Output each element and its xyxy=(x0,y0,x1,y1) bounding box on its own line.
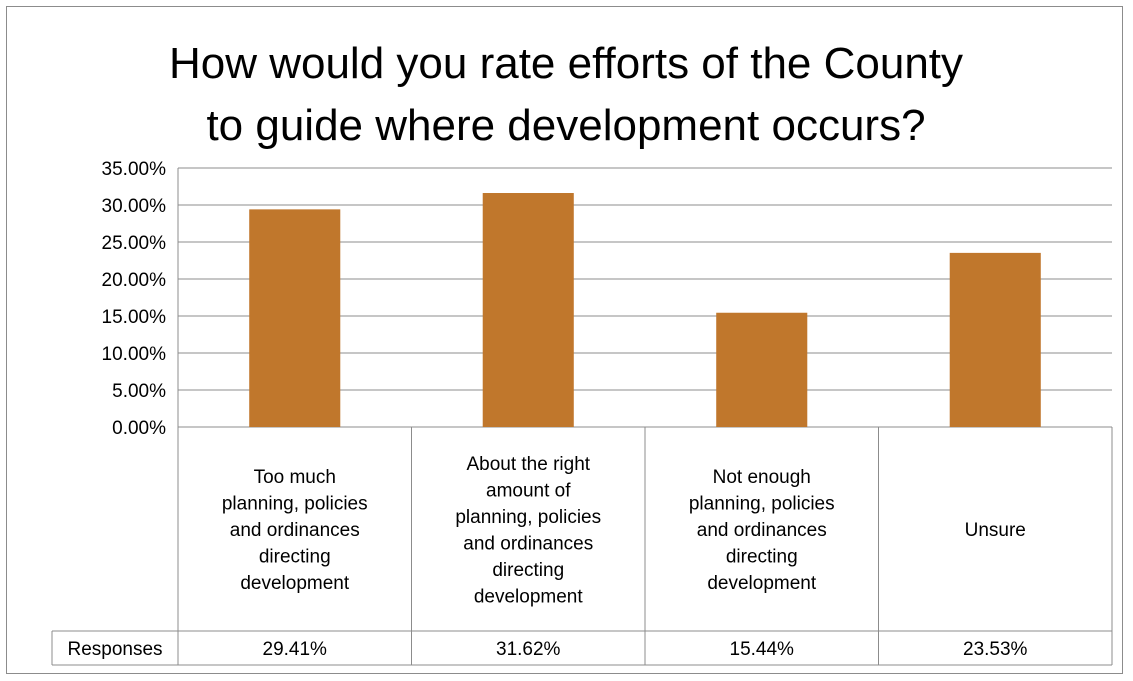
y-tick-label: 10.00% xyxy=(102,344,167,365)
table-value-cell: 23.53% xyxy=(963,639,1028,660)
y-tick-label: 5.00% xyxy=(112,381,166,402)
y-tick-label: 35.00% xyxy=(102,159,167,180)
bar-3 xyxy=(716,312,808,427)
y-tick-label: 15.00% xyxy=(102,307,167,328)
table-value-cell: 29.41% xyxy=(263,639,328,660)
bar-4 xyxy=(949,252,1041,427)
category-label: planning, policies xyxy=(222,494,368,515)
y-axis-tick-labels: 0.00% 5.00% 10.00% 15.00% 20.00% 25.00% 30.00%… xyxy=(102,159,167,439)
category-label: amount of xyxy=(486,480,571,501)
category-label: Too much xyxy=(254,467,336,488)
category-label: and ordinances xyxy=(463,533,593,554)
category-label: directing xyxy=(492,560,564,581)
y-tick-label: 0.00% xyxy=(112,418,166,439)
bars xyxy=(249,193,1041,427)
chart-title-line-1: How would you rate efforts of the County xyxy=(169,39,963,88)
category-label: About the right xyxy=(466,454,590,475)
category-label: and ordinances xyxy=(697,520,827,541)
chart-title: How would you rate efforts of the County… xyxy=(169,39,963,150)
bar-2 xyxy=(482,193,574,427)
category-label: development xyxy=(474,586,584,607)
table-value-cell: 31.62% xyxy=(496,639,561,660)
category-label: planning, policies xyxy=(455,507,601,528)
chart-title-line-2: to guide where development occurs? xyxy=(206,101,925,150)
category-label: and ordinances xyxy=(230,520,360,541)
category-label: directing xyxy=(259,547,331,568)
y-tick-label: 20.00% xyxy=(102,270,167,291)
category-label: development xyxy=(707,573,817,594)
table-series-name: Responses xyxy=(67,639,162,660)
y-tick-label: 30.00% xyxy=(102,196,167,217)
data-table: Too much planning, policies and ordinances… xyxy=(51,427,1113,666)
category-label: directing xyxy=(726,547,798,568)
table-value-cell: 15.44% xyxy=(730,639,795,660)
category-label: planning, policies xyxy=(689,494,835,515)
category-label: development xyxy=(240,573,350,594)
category-label: Unsure xyxy=(965,520,1026,541)
category-label: Not enough xyxy=(713,467,811,488)
bar-1 xyxy=(249,209,341,427)
y-tick-label: 25.00% xyxy=(102,233,167,254)
